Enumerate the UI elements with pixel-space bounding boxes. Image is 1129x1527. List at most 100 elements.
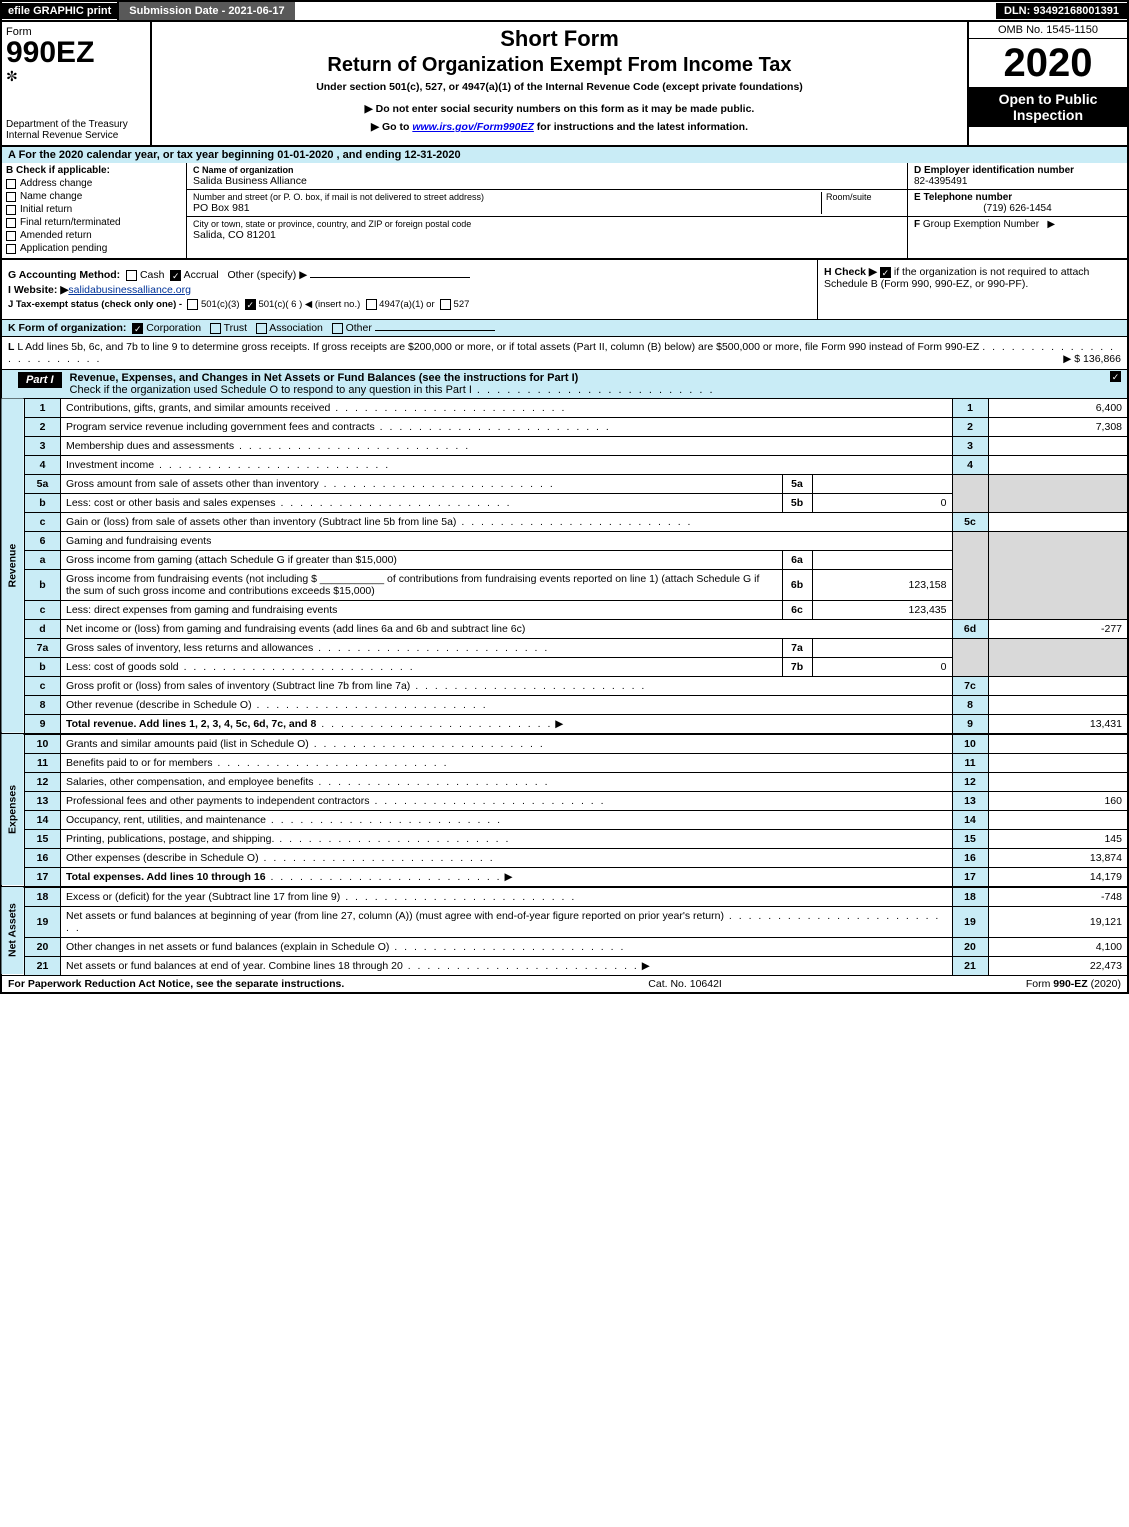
goto-link[interactable]: www.irs.gov/Form990EZ <box>412 121 534 133</box>
chk-trust[interactable] <box>210 323 221 334</box>
lline-text: L Add lines 5b, 6c, and 7b to line 9 to … <box>17 341 979 353</box>
r6d-val: -277 <box>988 620 1128 639</box>
e10-ln: 10 <box>952 734 988 754</box>
chk-final-return[interactable] <box>6 218 16 228</box>
chk-cash[interactable] <box>126 270 137 281</box>
form-number: 990EZ <box>6 38 146 68</box>
efile-label: efile GRAPHIC print <box>8 5 111 17</box>
n21-ln: 21 <box>952 957 988 976</box>
line-h: H Check ▶ ✓ if the organization is not r… <box>824 266 1121 290</box>
line-l: L L Add lines 5b, 6c, and 7b to line 9 t… <box>0 337 1129 369</box>
chk-schedule-b[interactable]: ✓ <box>880 267 891 278</box>
r8-val <box>988 696 1128 715</box>
org-name-label: C Name of organization <box>193 165 901 175</box>
section-b: B Check if applicable: Address change Na… <box>2 163 187 258</box>
n18-num: 18 <box>25 887 61 907</box>
r2-val: 7,308 <box>988 418 1128 437</box>
e17-desc: Total expenses. Add lines 10 through 16 <box>66 871 266 883</box>
chk-527[interactable] <box>440 299 451 310</box>
lbl-final-return: Final return/terminated <box>20 217 121 228</box>
chk-part1-schedule-o[interactable]: ✓ <box>1110 371 1121 382</box>
r6a-num: a <box>25 551 61 570</box>
r1-val: 6,400 <box>988 399 1128 418</box>
line-j: J Tax-exempt status (check only one) - 5… <box>8 299 811 310</box>
chk-association[interactable] <box>256 323 267 334</box>
r4-ln: 4 <box>952 456 988 475</box>
line-a-tax-year: A For the 2020 calendar year, or tax yea… <box>0 147 1129 163</box>
r9-val: 13,431 <box>988 715 1128 734</box>
e15-val: 145 <box>988 830 1128 849</box>
dln: DLN: 93492168001391 <box>996 3 1127 19</box>
r7b-sv: 0 <box>812 658 952 677</box>
r7c-val <box>988 677 1128 696</box>
r4-desc: Investment income <box>66 459 154 471</box>
part1-tag: Part I <box>18 372 62 388</box>
e17-val: 14,179 <box>988 868 1128 887</box>
chk-other-org[interactable] <box>332 323 343 334</box>
efile-print-button[interactable]: efile GRAPHIC print <box>2 3 117 19</box>
lbl-501c3: 501(c)(3) <box>201 299 240 310</box>
chk-501c3[interactable] <box>187 299 198 310</box>
r3-ln: 3 <box>952 437 988 456</box>
city: Salida, CO 81201 <box>193 229 901 241</box>
lbl-name-change: Name change <box>20 191 82 202</box>
lbl-other-org: Other <box>346 322 372 334</box>
line-i: I Website: ▶salidabusinessalliance.org <box>8 284 811 296</box>
r5a-desc: Gross amount from sale of assets other t… <box>66 478 319 490</box>
chk-initial-return[interactable] <box>6 205 16 215</box>
return-title: Return of Organization Exempt From Incom… <box>160 54 959 77</box>
telephone: (719) 626-1454 <box>914 203 1121 214</box>
chk-amended-return[interactable] <box>6 231 16 241</box>
part1-header: Part I Revenue, Expenses, and Changes in… <box>0 369 1129 398</box>
r7a-num: 7a <box>25 639 61 658</box>
r5a-sv <box>812 475 952 494</box>
r6c-sn: 6c <box>782 601 812 620</box>
gross-receipts: ▶ $ 136,866 <box>1063 353 1121 365</box>
r5a-num: 5a <box>25 475 61 494</box>
goto-pre: ▶ Go to <box>371 121 412 133</box>
chk-corporation[interactable]: ✓ <box>132 323 143 334</box>
lbl-application-pending: Application pending <box>20 243 107 254</box>
n18-desc: Excess or (deficit) for the year (Subtra… <box>66 891 340 903</box>
r6-num: 6 <box>25 532 61 551</box>
website-link[interactable]: salidabusinessalliance.org <box>68 284 191 296</box>
part1-title: Revenue, Expenses, and Changes in Net As… <box>62 370 1110 398</box>
e10-num: 10 <box>25 734 61 754</box>
e12-num: 12 <box>25 773 61 792</box>
submission-date: Submission Date - 2021-06-17 <box>117 2 294 20</box>
catalog-number: Cat. No. 10642I <box>648 978 722 990</box>
n19-num: 19 <box>25 907 61 938</box>
r6-grey-ln <box>952 532 988 620</box>
chk-accrual[interactable]: ✓ <box>170 270 181 281</box>
r6-grey-val <box>988 532 1128 620</box>
r7c-num: c <box>25 677 61 696</box>
chk-name-change[interactable] <box>6 192 16 202</box>
r9-num: 9 <box>25 715 61 734</box>
r6b-desc: Gross income from fundraising events (no… <box>66 573 759 597</box>
addr: PO Box 981 <box>193 202 821 214</box>
lbl-527: 527 <box>454 299 470 310</box>
r1-num: 1 <box>25 399 61 418</box>
r6b-num: b <box>25 570 61 601</box>
header-center: Short Form Return of Organization Exempt… <box>152 22 967 145</box>
r7b-desc: Less: cost of goods sold <box>66 661 179 673</box>
r5-grey-ln <box>952 475 988 513</box>
r2-ln: 2 <box>952 418 988 437</box>
header-left: Form 990EZ ✼ Department of the Treasury … <box>2 22 152 145</box>
r7a-sv <box>812 639 952 658</box>
n21-num: 21 <box>25 957 61 976</box>
lbl-initial-return: Initial return <box>20 204 72 215</box>
n20-ln: 20 <box>952 938 988 957</box>
r2-desc: Program service revenue including govern… <box>66 421 375 433</box>
lbl-other: Other (specify) ▶ <box>227 269 307 281</box>
r5c-ln: 5c <box>952 513 988 532</box>
chk-4947[interactable] <box>366 299 377 310</box>
r5b-num: b <box>25 494 61 513</box>
chk-501c[interactable]: ✓ <box>245 299 256 310</box>
addr-label: Number and street (or P. O. box, if mail… <box>193 192 821 202</box>
e16-num: 16 <box>25 849 61 868</box>
topbar: efile GRAPHIC print Submission Date - 20… <box>0 0 1129 20</box>
chk-application-pending[interactable] <box>6 244 16 254</box>
r6d-ln: 6d <box>952 620 988 639</box>
chk-address-change[interactable] <box>6 179 16 189</box>
